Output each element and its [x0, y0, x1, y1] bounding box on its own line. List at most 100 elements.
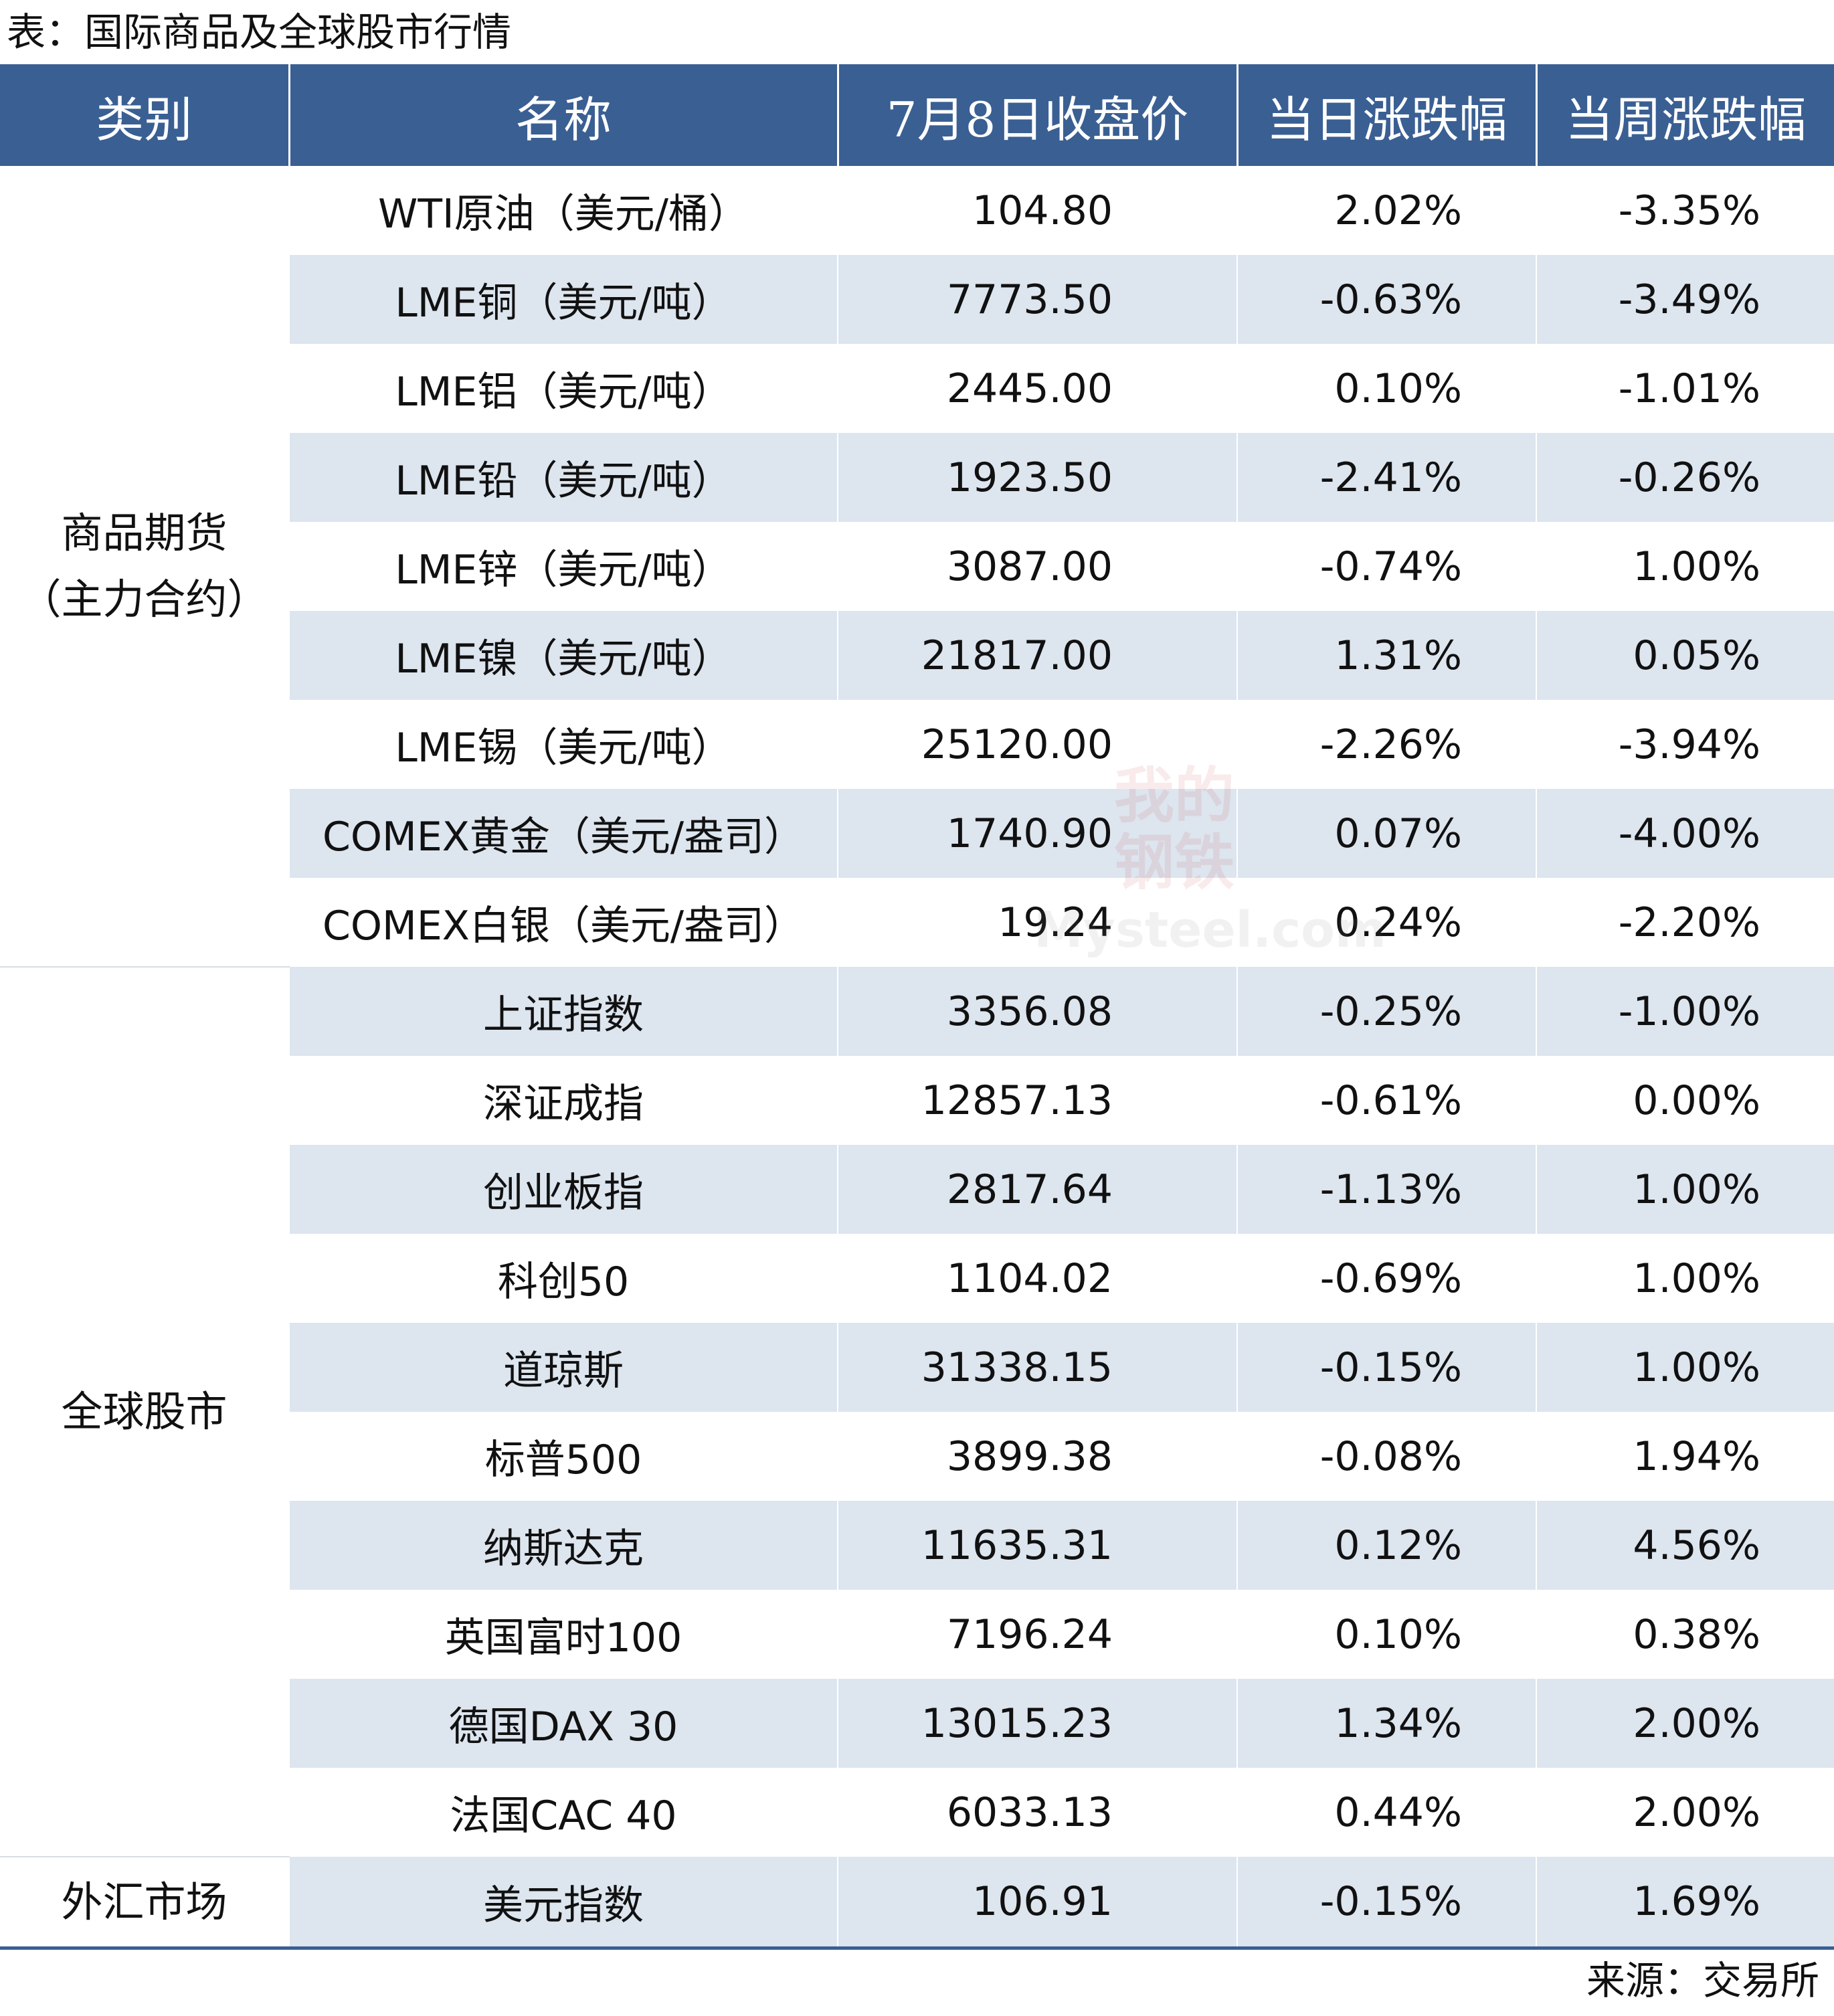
row-day-change: -2.41%: [1237, 433, 1537, 522]
row-name: LME锌（美元/吨）: [289, 522, 838, 611]
row-price: 25120.00: [838, 700, 1238, 789]
row-day-change: -0.25%: [1237, 967, 1537, 1056]
row-week-change: 0.38%: [1633, 1611, 1760, 1658]
row-price: 104.80: [838, 166, 1238, 255]
category-fx: 外汇市场: [0, 1857, 290, 1950]
row-week-change: -3.49%: [1536, 255, 1834, 344]
row-name: 美元指数: [289, 1857, 838, 1950]
market-table: 类别 名称 7月8日收盘价 当日涨跌幅 当周涨跌幅 商品期货 （主力合约） WT…: [0, 64, 1834, 1950]
row-price: 1740.90: [838, 789, 1238, 878]
table-row: COMEX白银（美元/盎司） 19.24 0.24% -2.20%: [0, 878, 1834, 967]
table-row: 深证成指 12857.13 -0.61% 0.00%: [0, 1056, 1834, 1145]
row-week-change: -1.00%: [1536, 967, 1834, 1056]
row-day-change: 0.44%: [1237, 1768, 1537, 1857]
row-name: LME锡（美元/吨）: [289, 700, 838, 789]
row-week-change: 1.69%: [1536, 1857, 1834, 1950]
table-row: LME铅（美元/吨） 1923.50 -2.41% -0.26%: [0, 433, 1834, 522]
row-price: 1104.02: [838, 1234, 1238, 1323]
table-row: 创业板指 2817.64 -1.13% 1.00%: [0, 1145, 1834, 1234]
row-price: 3087.00: [838, 522, 1238, 611]
row-week-change: 1.00%: [1633, 543, 1760, 590]
row-price: 2817.64: [838, 1145, 1238, 1234]
row-price: 13015.23: [838, 1679, 1238, 1768]
row-name: 科创50: [289, 1234, 838, 1323]
row-price: 7773.50: [838, 255, 1238, 344]
row-day-change: -0.61%: [1237, 1056, 1537, 1145]
table-row: 英国富时100 7196.24 0.10% 0.38%: [0, 1590, 1834, 1679]
header-weekly-change: 当周涨跌幅: [1536, 64, 1834, 166]
row-week-change: -4.00%: [1536, 789, 1834, 878]
table-row: LME锡（美元/吨） 25120.00 -2.26% -3.94%: [0, 700, 1834, 789]
header-row: 类别 名称 7月8日收盘价 当日涨跌幅 当周涨跌幅: [0, 64, 1834, 166]
row-price: 3899.38: [838, 1412, 1238, 1501]
row-week-change: 4.56%: [1536, 1501, 1834, 1590]
header-category: 类别: [0, 64, 290, 166]
table-row: 科创50 1104.02 -0.69% 1.00%: [0, 1234, 1834, 1323]
row-week-change: 2.00%: [1633, 1789, 1760, 1836]
row-week-change: -3.35%: [1618, 187, 1760, 234]
row-week-change: 1.94%: [1633, 1433, 1760, 1480]
source-note: 来源：交易所: [1586, 1958, 1819, 2003]
row-day-change: -0.08%: [1237, 1412, 1537, 1501]
table-row: LME铝（美元/吨） 2445.00 0.10% -1.01%: [0, 344, 1834, 433]
row-day-change: 0.10%: [1237, 1590, 1537, 1679]
row-week-change: -1.01%: [1618, 365, 1760, 412]
row-day-change: -0.69%: [1237, 1234, 1537, 1323]
row-week-change: -3.94%: [1618, 721, 1760, 768]
table-row: LME铜（美元/吨） 7773.50 -0.63% -3.49%: [0, 255, 1834, 344]
table-caption: 表：国际商品及全球股市行情: [7, 9, 512, 55]
row-name: LME铜（美元/吨）: [289, 255, 838, 344]
row-day-change: 1.34%: [1237, 1679, 1537, 1768]
row-price: 106.91: [838, 1857, 1238, 1950]
table-row: LME锌（美元/吨） 3087.00 -0.74% 1.00%: [0, 522, 1834, 611]
row-price: 12857.13: [838, 1056, 1238, 1145]
table-row: 法国CAC 40 6033.13 0.44% 2.00%: [0, 1768, 1834, 1857]
row-name: WTI原油（美元/桶）: [289, 166, 838, 255]
row-name: LME铝（美元/吨）: [289, 344, 838, 433]
row-day-change: 1.31%: [1237, 611, 1537, 700]
row-name: 纳斯达克: [289, 1501, 838, 1590]
row-week-change: 1.00%: [1536, 1145, 1834, 1234]
row-name: 创业板指: [289, 1145, 838, 1234]
row-name: LME镍（美元/吨）: [289, 611, 838, 700]
row-name: 深证成指: [289, 1056, 838, 1145]
row-name: COMEX白银（美元/盎司）: [289, 878, 838, 967]
row-day-change: -2.26%: [1237, 700, 1537, 789]
row-week-change: -2.20%: [1618, 899, 1760, 946]
row-day-change: 0.10%: [1237, 344, 1537, 433]
row-price: 2445.00: [838, 344, 1238, 433]
row-name: COMEX黄金（美元/盎司）: [289, 789, 838, 878]
row-name: 英国富时100: [289, 1590, 838, 1679]
row-day-change: -0.15%: [1237, 1323, 1537, 1412]
row-price: 31338.15: [838, 1323, 1238, 1412]
row-price: 7196.24: [838, 1590, 1238, 1679]
table-row: 道琼斯 31338.15 -0.15% 1.00%: [0, 1323, 1834, 1412]
row-day-change: 0.12%: [1237, 1501, 1537, 1590]
row-day-change: -0.74%: [1237, 522, 1537, 611]
row-week-change: 0.05%: [1536, 611, 1834, 700]
category-commodities: 商品期货 （主力合约）: [0, 166, 290, 968]
row-week-change: 1.00%: [1633, 1255, 1760, 1302]
table-row: 外汇市场 美元指数 106.91 -0.15% 1.69%: [0, 1857, 1834, 1950]
row-day-change: 0.07%: [1237, 789, 1537, 878]
row-price: 3356.08: [838, 967, 1238, 1056]
category-commodities-line2: （主力合约）: [19, 575, 269, 624]
row-week-change: 2.00%: [1536, 1679, 1834, 1768]
row-price: 1923.50: [838, 433, 1238, 522]
row-name: 法国CAC 40: [289, 1768, 838, 1857]
table-row: 商品期货 （主力合约） WTI原油（美元/桶） 104.80 2.02% -3.…: [0, 166, 1834, 968]
row-week-change: 0.00%: [1633, 1077, 1760, 1124]
row-price: 19.24: [838, 878, 1238, 967]
category-commodities-line1: 商品期货: [61, 508, 227, 557]
row-day-change: 2.02%: [1237, 166, 1537, 255]
row-price: 21817.00: [838, 611, 1238, 700]
row-name: 上证指数: [289, 967, 838, 1056]
row-name: 标普500: [289, 1412, 838, 1501]
row-day-change: -0.15%: [1237, 1857, 1537, 1950]
table-row: 德国DAX 30 13015.23 1.34% 2.00%: [0, 1679, 1834, 1768]
table-row: 纳斯达克 11635.31 0.12% 4.56%: [0, 1501, 1834, 1590]
row-name: LME铅（美元/吨）: [289, 433, 838, 522]
header-close-price: 7月8日收盘价: [838, 64, 1239, 166]
row-week-change: 1.00%: [1536, 1323, 1834, 1412]
header-name: 名称: [289, 64, 839, 166]
